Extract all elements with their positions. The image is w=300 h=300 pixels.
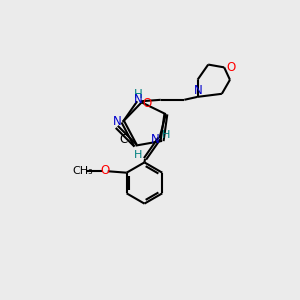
Text: C: C [119,133,128,146]
Text: H: H [134,150,143,160]
Text: H: H [162,130,170,140]
Text: H: H [134,88,142,101]
Text: O: O [100,164,110,177]
Text: O: O [143,97,152,110]
Text: N: N [151,133,160,146]
Text: N: N [134,93,142,106]
Text: CH₃: CH₃ [72,166,93,176]
Text: N: N [113,115,122,128]
Text: O: O [226,61,235,74]
Text: N: N [194,85,202,98]
